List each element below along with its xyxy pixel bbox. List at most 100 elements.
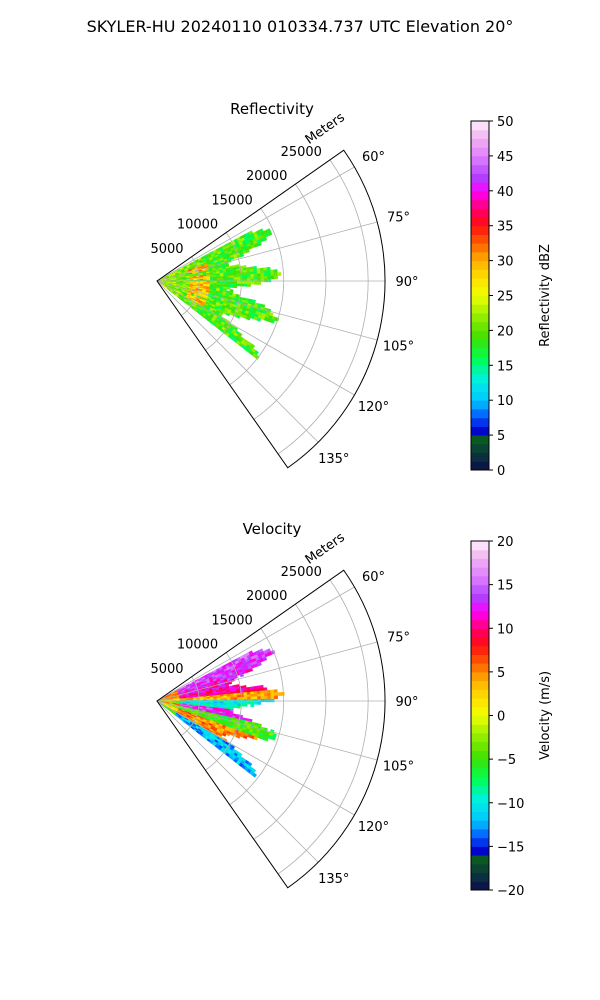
data-cell <box>223 277 228 281</box>
data-cell <box>263 693 268 697</box>
data-cell <box>247 276 251 280</box>
data-cell <box>263 695 268 700</box>
radial-gridline <box>205 652 242 771</box>
data-cell <box>250 691 255 695</box>
data-cell <box>233 285 238 289</box>
data-cell <box>262 656 268 662</box>
data-cell <box>220 697 224 701</box>
colorbar-tick-label: 45 <box>497 150 514 165</box>
data-cell <box>264 698 268 703</box>
data-cell <box>253 691 258 695</box>
data-cell <box>226 697 231 700</box>
colorbar-segment <box>471 593 489 603</box>
colorbar-tick-label: −10 <box>497 797 524 812</box>
data-cell <box>257 693 261 697</box>
colorbar-tick-label: −15 <box>497 840 524 855</box>
data-cell <box>233 705 238 709</box>
data-cell <box>223 697 228 701</box>
data-cell <box>233 277 238 280</box>
data-cell <box>243 274 248 278</box>
colorbar-tick-label: 20 <box>497 324 514 339</box>
data-cell <box>253 281 258 285</box>
data-cell <box>274 695 278 700</box>
data-cell <box>257 276 262 280</box>
colorbar-segment <box>471 216 489 227</box>
data-cell <box>270 689 275 694</box>
data-cell <box>246 283 251 287</box>
data-cell <box>260 690 265 694</box>
data-cell <box>263 687 268 691</box>
data-cell <box>260 696 265 700</box>
colorbar-segment <box>471 173 489 183</box>
data-cell <box>233 697 238 700</box>
data-cell <box>253 701 258 705</box>
reflectivity-panel: Reflectivity500010000150002000025000Mete… <box>150 100 419 469</box>
reflectivity-colorbar: 0 5 10 15 20 25 30 35 40 45 50 Reflectivity dBZ <box>470 115 553 479</box>
data-cell <box>257 698 262 703</box>
radial-axis-label: Meters <box>303 530 348 568</box>
data-cell <box>267 692 272 697</box>
data-cell <box>239 253 245 258</box>
colorbar-segment <box>471 541 489 551</box>
colorbar-tick-label: 35 <box>497 220 514 235</box>
data-cell <box>270 272 275 277</box>
radial-gridline <box>277 579 369 875</box>
data-cell <box>257 701 262 705</box>
data-cell <box>250 281 255 285</box>
data-cell <box>260 270 265 274</box>
angle-tick-label: 120° <box>358 820 389 835</box>
data-cell <box>216 278 221 281</box>
data-cell <box>263 267 268 271</box>
angle-tick-label: 90° <box>395 695 418 710</box>
data-cell <box>270 269 275 274</box>
data-cell <box>273 269 278 274</box>
colorbar-segment <box>471 365 489 375</box>
data-cell <box>243 283 248 287</box>
data-cell <box>250 276 255 280</box>
colorbar-segment <box>471 347 489 358</box>
data-cell <box>243 694 248 698</box>
data-cell <box>270 695 275 700</box>
colorbar-segment <box>471 549 489 559</box>
colorbar-tick-label: 30 <box>497 255 514 270</box>
data-cell <box>270 275 275 280</box>
colorbar-segment <box>471 374 489 384</box>
data-cell <box>236 281 241 285</box>
data-cell <box>253 696 258 700</box>
radial-tick-label: 5000 <box>150 662 183 677</box>
data-cell <box>260 276 265 280</box>
colorbar-segment <box>471 312 489 323</box>
data-cell <box>250 274 255 278</box>
colorbar-tick-label: 0 <box>497 464 505 479</box>
radial-tick-label: 10000 <box>177 218 218 233</box>
colorbar-segment <box>471 785 489 795</box>
colorbar-tick-label: 0 <box>497 710 505 725</box>
colorbar-segment <box>471 663 489 673</box>
data-cell <box>236 705 241 709</box>
colorbar-segment <box>471 435 489 445</box>
colorbar-segment <box>471 278 489 288</box>
data-cell <box>253 693 258 697</box>
colorbar-segment <box>471 452 489 462</box>
data-cell <box>235 314 241 319</box>
data-cell <box>257 273 261 277</box>
data-cell <box>263 275 268 280</box>
colorbar-segment <box>471 164 489 174</box>
data-cell <box>256 690 261 695</box>
data-cell <box>226 286 231 290</box>
panel-title: Reflectivity <box>230 100 314 118</box>
radial-gridline <box>229 208 285 386</box>
colorbar-segment <box>471 182 489 192</box>
data-cell <box>257 281 262 285</box>
data-cell <box>267 272 272 277</box>
data-cell <box>236 694 241 698</box>
colorbar-tick-label: 15 <box>497 359 514 374</box>
data-cell <box>250 704 255 708</box>
data-cell <box>230 281 235 284</box>
data-cell <box>248 668 254 673</box>
data-cell <box>227 681 233 685</box>
data-cell <box>233 675 238 680</box>
colorbar-segment <box>471 820 489 830</box>
data-cell <box>260 273 265 277</box>
